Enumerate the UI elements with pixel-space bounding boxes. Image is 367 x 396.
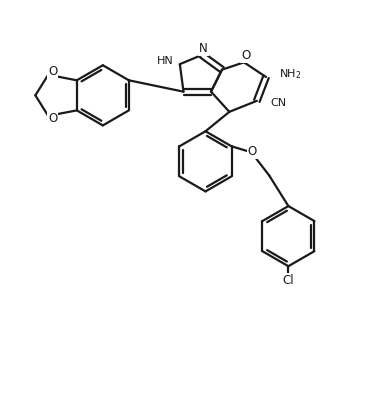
Text: O: O xyxy=(48,65,57,78)
Text: O: O xyxy=(241,49,250,62)
Text: CN: CN xyxy=(271,98,287,108)
Text: NH$_2$: NH$_2$ xyxy=(279,67,301,81)
Text: O: O xyxy=(248,145,257,158)
Text: Cl: Cl xyxy=(283,274,294,287)
Text: N: N xyxy=(199,42,208,55)
Text: O: O xyxy=(48,112,57,125)
Text: HN: HN xyxy=(156,56,173,66)
